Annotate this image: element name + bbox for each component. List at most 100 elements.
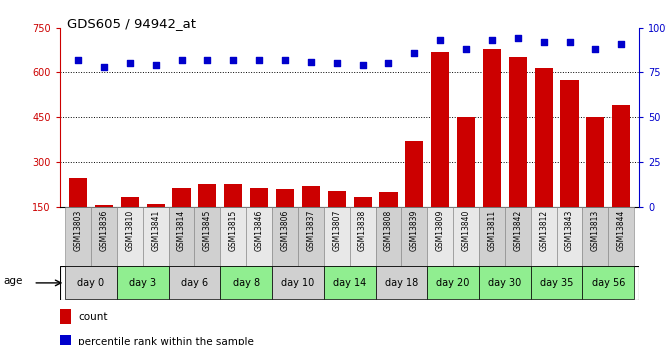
Point xyxy=(383,61,394,66)
Bar xyxy=(376,266,428,299)
Bar xyxy=(505,207,531,266)
Text: day 0: day 0 xyxy=(77,278,105,288)
Bar xyxy=(586,117,605,252)
Bar xyxy=(328,190,346,252)
Bar xyxy=(220,207,246,266)
Text: day 30: day 30 xyxy=(488,278,521,288)
Bar xyxy=(60,309,71,324)
Bar xyxy=(168,266,220,299)
Bar xyxy=(91,207,117,266)
Text: GDS605 / 94942_at: GDS605 / 94942_at xyxy=(67,17,196,30)
Text: day 10: day 10 xyxy=(281,278,314,288)
Bar xyxy=(457,117,475,252)
Bar xyxy=(479,207,505,266)
Bar xyxy=(402,207,428,266)
Text: GSM13836: GSM13836 xyxy=(99,210,109,251)
Bar xyxy=(612,105,630,252)
Text: day 8: day 8 xyxy=(232,278,260,288)
Point xyxy=(461,46,472,52)
Text: day 20: day 20 xyxy=(436,278,470,288)
Bar xyxy=(428,207,453,266)
Bar xyxy=(220,266,272,299)
Text: GSM13812: GSM13812 xyxy=(539,210,548,251)
Point xyxy=(487,37,498,43)
Bar xyxy=(324,266,376,299)
Text: GSM13803: GSM13803 xyxy=(73,210,83,251)
Bar xyxy=(453,207,479,266)
Text: GSM13841: GSM13841 xyxy=(151,210,160,251)
Point xyxy=(280,57,290,63)
Text: age: age xyxy=(3,276,23,286)
Bar xyxy=(272,207,298,266)
Point xyxy=(538,39,549,45)
Bar xyxy=(147,204,165,252)
Bar xyxy=(535,68,553,252)
Text: percentile rank within the sample: percentile rank within the sample xyxy=(78,337,254,345)
Point xyxy=(564,39,575,45)
Text: GSM13843: GSM13843 xyxy=(565,210,574,251)
Text: GSM13806: GSM13806 xyxy=(280,210,290,251)
Bar xyxy=(95,205,113,252)
Text: GSM13808: GSM13808 xyxy=(384,210,393,251)
Bar xyxy=(354,197,372,252)
Bar xyxy=(65,266,117,299)
Bar xyxy=(557,207,583,266)
Bar xyxy=(376,207,402,266)
Text: GSM13811: GSM13811 xyxy=(488,210,496,251)
Text: GSM13815: GSM13815 xyxy=(228,210,238,251)
Bar xyxy=(608,207,634,266)
Text: GSM13810: GSM13810 xyxy=(125,210,135,251)
Bar xyxy=(69,178,87,252)
Bar xyxy=(143,207,168,266)
Point xyxy=(435,37,446,43)
Text: GSM13838: GSM13838 xyxy=(358,210,367,251)
Bar xyxy=(428,266,479,299)
Bar xyxy=(298,207,324,266)
Point xyxy=(99,64,109,70)
Bar xyxy=(224,184,242,252)
Bar xyxy=(60,335,71,345)
Point xyxy=(125,61,135,66)
Text: GSM13837: GSM13837 xyxy=(306,210,315,251)
Text: GSM13839: GSM13839 xyxy=(410,210,419,251)
Bar xyxy=(246,207,272,266)
Bar xyxy=(431,51,450,252)
Bar xyxy=(483,49,501,252)
Text: GSM13807: GSM13807 xyxy=(332,210,341,251)
Bar xyxy=(121,197,139,252)
Bar xyxy=(250,188,268,252)
Text: day 3: day 3 xyxy=(129,278,157,288)
Text: day 35: day 35 xyxy=(540,278,573,288)
Bar xyxy=(531,207,557,266)
Text: GSM13814: GSM13814 xyxy=(177,210,186,251)
Point xyxy=(151,62,161,68)
Text: GSM13846: GSM13846 xyxy=(254,210,264,251)
Point xyxy=(409,50,420,56)
Point xyxy=(590,46,601,52)
Point xyxy=(73,57,83,63)
Point xyxy=(228,57,238,63)
Text: count: count xyxy=(78,312,107,322)
Bar xyxy=(350,207,376,266)
Text: GSM13813: GSM13813 xyxy=(591,210,600,251)
Bar xyxy=(583,207,608,266)
Text: day 56: day 56 xyxy=(591,278,625,288)
Bar xyxy=(172,188,190,252)
Text: GSM13840: GSM13840 xyxy=(462,210,471,251)
Bar xyxy=(168,207,194,266)
Bar xyxy=(509,58,527,252)
Point xyxy=(332,61,342,66)
Bar xyxy=(479,266,531,299)
Bar xyxy=(198,184,216,252)
Bar xyxy=(117,207,143,266)
Point xyxy=(202,57,212,63)
Bar xyxy=(406,141,424,252)
Point xyxy=(616,41,627,47)
Point xyxy=(306,59,316,65)
Text: GSM13842: GSM13842 xyxy=(513,210,522,251)
Bar xyxy=(583,266,634,299)
Bar xyxy=(65,207,91,266)
Bar xyxy=(276,189,294,252)
Bar xyxy=(324,207,350,266)
Point xyxy=(357,62,368,68)
